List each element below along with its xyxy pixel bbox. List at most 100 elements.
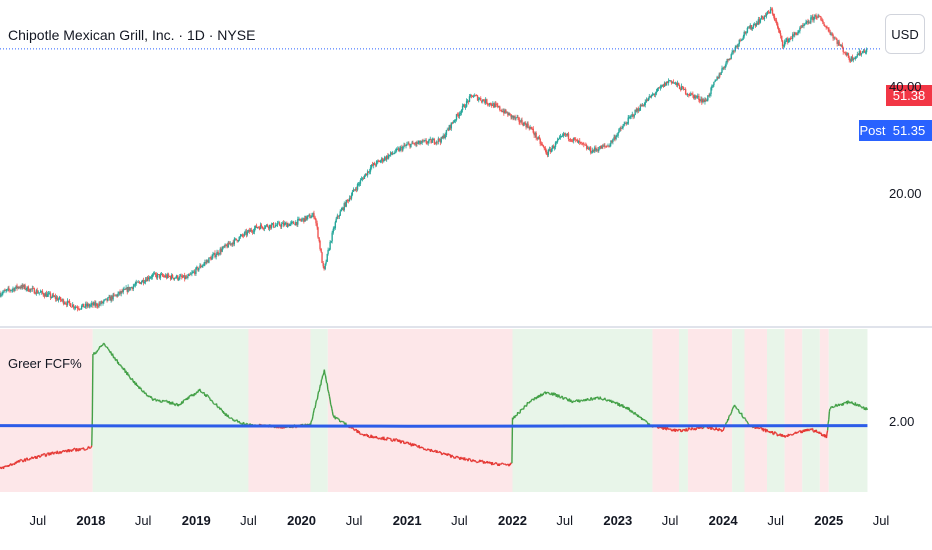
candle (173, 277, 176, 281)
candle (65, 301, 68, 308)
candle (248, 227, 251, 234)
candle (514, 114, 516, 121)
candle (445, 129, 448, 138)
candle (348, 195, 351, 202)
fcf-background-region (652, 329, 680, 492)
candle (284, 221, 287, 225)
candle (515, 117, 517, 121)
candle (115, 294, 117, 297)
price-pane[interactable] (0, 6, 881, 312)
candle (114, 294, 116, 296)
candle (525, 122, 527, 130)
candle (702, 97, 704, 104)
candle (156, 272, 159, 280)
fcf-background-region (327, 329, 513, 492)
candle (347, 199, 350, 204)
candle (86, 301, 88, 309)
time-axis-label: Jul (661, 513, 679, 528)
candle (260, 223, 263, 229)
candle (603, 143, 605, 148)
candle (166, 272, 169, 279)
candle (535, 131, 537, 141)
candle (239, 233, 242, 239)
candle (4, 288, 6, 292)
candle (843, 51, 846, 53)
candle (241, 233, 244, 238)
indicator-pane[interactable] (0, 329, 869, 492)
candle (835, 37, 837, 40)
candle (718, 72, 720, 79)
candle (262, 227, 265, 231)
indicator-label[interactable]: Greer FCF% (8, 356, 82, 371)
candle (585, 142, 587, 146)
candle (363, 174, 366, 180)
candle (329, 240, 331, 251)
candle (393, 152, 395, 155)
candle (126, 286, 128, 295)
candle (423, 140, 425, 143)
candle (627, 115, 629, 126)
candle (47, 291, 50, 297)
candle (560, 135, 563, 138)
candle (672, 79, 675, 84)
candle (735, 44, 737, 49)
fcf-background-region (802, 329, 820, 492)
candle (563, 132, 566, 137)
candle (701, 96, 703, 105)
candle (436, 141, 438, 145)
time-axis-label: 2023 (603, 513, 633, 528)
candle (327, 247, 329, 256)
candle (812, 14, 814, 23)
candle (739, 38, 741, 43)
candle (72, 302, 74, 308)
candle (842, 46, 844, 55)
candle (230, 243, 232, 247)
candle (557, 138, 560, 141)
candle (464, 104, 467, 110)
candle (213, 252, 215, 255)
candle (764, 12, 767, 17)
candle (36, 287, 38, 294)
candle (450, 122, 453, 131)
candle (78, 306, 80, 311)
time-axis-label: Jul (134, 513, 152, 528)
candle (547, 148, 549, 157)
candle (101, 300, 103, 304)
candle (561, 133, 564, 137)
candle (469, 93, 472, 98)
candle (315, 218, 317, 226)
candle (383, 158, 385, 163)
candle (63, 301, 66, 305)
candle (577, 140, 580, 144)
candle (54, 293, 57, 302)
candle (694, 94, 696, 101)
candle (548, 146, 551, 152)
fcf-background-region (784, 329, 803, 492)
candle (267, 226, 270, 231)
candle (676, 80, 679, 88)
currency-button[interactable]: USD (885, 14, 925, 54)
candle (366, 169, 369, 178)
candle (632, 113, 634, 120)
candle (70, 306, 73, 308)
candle (111, 295, 113, 302)
candle (457, 112, 460, 119)
candle (127, 284, 129, 293)
fcf-background-region (0, 329, 93, 492)
candle (82, 303, 85, 308)
candle (148, 275, 151, 282)
candle (278, 220, 280, 224)
candle (116, 294, 118, 298)
candle (781, 35, 783, 42)
candle (767, 9, 770, 14)
candle (188, 273, 190, 276)
candle (181, 274, 184, 279)
candle (218, 252, 220, 256)
candle (17, 286, 19, 290)
candle (519, 120, 521, 126)
candle (749, 23, 751, 30)
candle (11, 288, 13, 293)
candle (659, 84, 662, 91)
candle (110, 294, 112, 303)
